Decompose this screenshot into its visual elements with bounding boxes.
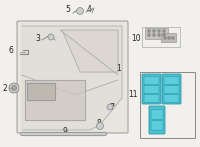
- Text: 1: 1: [117, 64, 121, 72]
- Text: 10: 10: [131, 34, 141, 42]
- Circle shape: [48, 34, 54, 40]
- FancyBboxPatch shape: [142, 74, 161, 104]
- Polygon shape: [22, 26, 122, 130]
- FancyBboxPatch shape: [144, 76, 159, 85]
- Circle shape: [172, 37, 174, 39]
- Circle shape: [153, 30, 155, 32]
- Bar: [142, 27, 180, 47]
- Text: 3: 3: [36, 34, 40, 42]
- Polygon shape: [25, 80, 85, 120]
- FancyBboxPatch shape: [151, 121, 163, 131]
- FancyBboxPatch shape: [164, 76, 179, 85]
- Circle shape: [153, 34, 155, 36]
- Text: 8: 8: [97, 120, 101, 128]
- Text: 4: 4: [87, 5, 91, 14]
- Circle shape: [148, 34, 150, 36]
- Text: 6: 6: [9, 46, 13, 55]
- FancyBboxPatch shape: [162, 34, 177, 42]
- Circle shape: [76, 7, 84, 15]
- Polygon shape: [27, 83, 55, 100]
- FancyBboxPatch shape: [17, 21, 128, 133]
- Circle shape: [168, 37, 170, 39]
- Text: 5: 5: [66, 5, 70, 14]
- Circle shape: [164, 37, 166, 39]
- Circle shape: [163, 30, 165, 32]
- Circle shape: [12, 86, 16, 91]
- FancyBboxPatch shape: [144, 86, 159, 93]
- Circle shape: [163, 34, 165, 36]
- FancyBboxPatch shape: [146, 29, 168, 40]
- FancyBboxPatch shape: [162, 74, 181, 104]
- Text: 7: 7: [110, 103, 114, 112]
- Polygon shape: [62, 30, 118, 72]
- Circle shape: [96, 122, 104, 130]
- FancyBboxPatch shape: [144, 95, 159, 102]
- Text: 9: 9: [63, 127, 67, 136]
- FancyBboxPatch shape: [164, 95, 179, 102]
- Circle shape: [158, 34, 160, 36]
- FancyBboxPatch shape: [164, 86, 179, 93]
- Circle shape: [9, 83, 19, 93]
- Text: 2: 2: [3, 83, 7, 92]
- Circle shape: [158, 30, 160, 32]
- FancyBboxPatch shape: [151, 110, 163, 120]
- FancyBboxPatch shape: [149, 106, 165, 134]
- Text: 11: 11: [128, 90, 138, 98]
- Circle shape: [107, 104, 113, 110]
- Bar: [140, 72, 195, 138]
- Circle shape: [148, 30, 150, 32]
